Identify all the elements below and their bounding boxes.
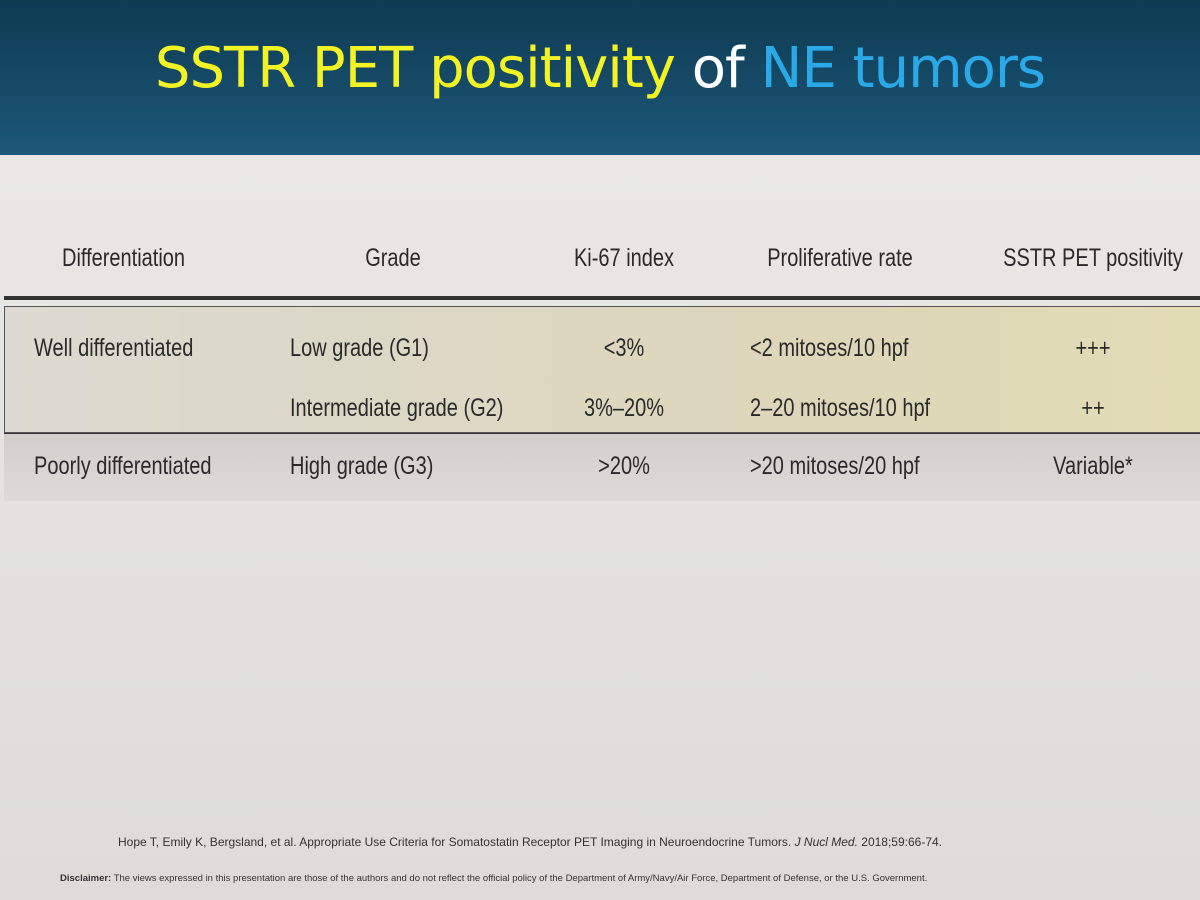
citation: Hope T, Emily K, Bergsland, et al. Appro… bbox=[118, 835, 942, 849]
table-cell: 3%–20% bbox=[583, 394, 665, 422]
header-rule bbox=[4, 296, 1200, 300]
column-header: Grade bbox=[365, 244, 421, 272]
title-part: SSTR PET positivity bbox=[154, 36, 676, 101]
table-cell: Variable* bbox=[1053, 452, 1133, 480]
title-part: of bbox=[691, 36, 745, 101]
citation-journal: J Nucl Med. bbox=[794, 835, 858, 849]
title-banner: SSTR PET positivity of NE tumors bbox=[0, 0, 1200, 155]
disclaimer: Disclaimer: The views expressed in this … bbox=[60, 873, 927, 884]
slide-title: SSTR PET positivity of NE tumors bbox=[0, 36, 1200, 101]
table-cell: +++ bbox=[1075, 334, 1111, 362]
row-shade bbox=[4, 433, 1200, 501]
highlight-band bbox=[4, 306, 1200, 433]
table-cell: ++ bbox=[1081, 394, 1105, 422]
column-header: Ki-67 index bbox=[573, 244, 675, 272]
row-label: Poorly differentiated bbox=[34, 452, 212, 480]
table-cell: >20 mitoses/20 hpf bbox=[750, 452, 920, 480]
column-header: SSTR PET positivity bbox=[1003, 244, 1183, 272]
title-part: NE tumors bbox=[760, 36, 1047, 101]
table-cell: Low grade (G1) bbox=[290, 334, 429, 362]
column-header: Proliferative rate bbox=[767, 244, 913, 272]
disclaimer-text: The views expressed in this presentation… bbox=[113, 873, 928, 884]
citation-text: 2018;59:66-74. bbox=[861, 835, 943, 849]
disclaimer-label: Disclaimer: bbox=[60, 873, 112, 884]
table-cell: <3% bbox=[603, 334, 645, 362]
table-cell: >20% bbox=[598, 452, 650, 480]
table-cell: High grade (G3) bbox=[290, 452, 434, 480]
table-sheet bbox=[0, 155, 1200, 900]
table-cell: <2 mitoses/10 hpf bbox=[750, 334, 909, 362]
row-label: Well differentiated bbox=[34, 334, 194, 362]
citation-text: Hope T, Emily K, Bergsland, et al. Appro… bbox=[118, 835, 792, 849]
table-cell: Intermediate grade (G2) bbox=[290, 394, 504, 422]
table-cell: 2–20 mitoses/10 hpf bbox=[750, 394, 931, 422]
group-rule bbox=[4, 433, 1200, 434]
column-header: Differentiation bbox=[62, 244, 186, 272]
